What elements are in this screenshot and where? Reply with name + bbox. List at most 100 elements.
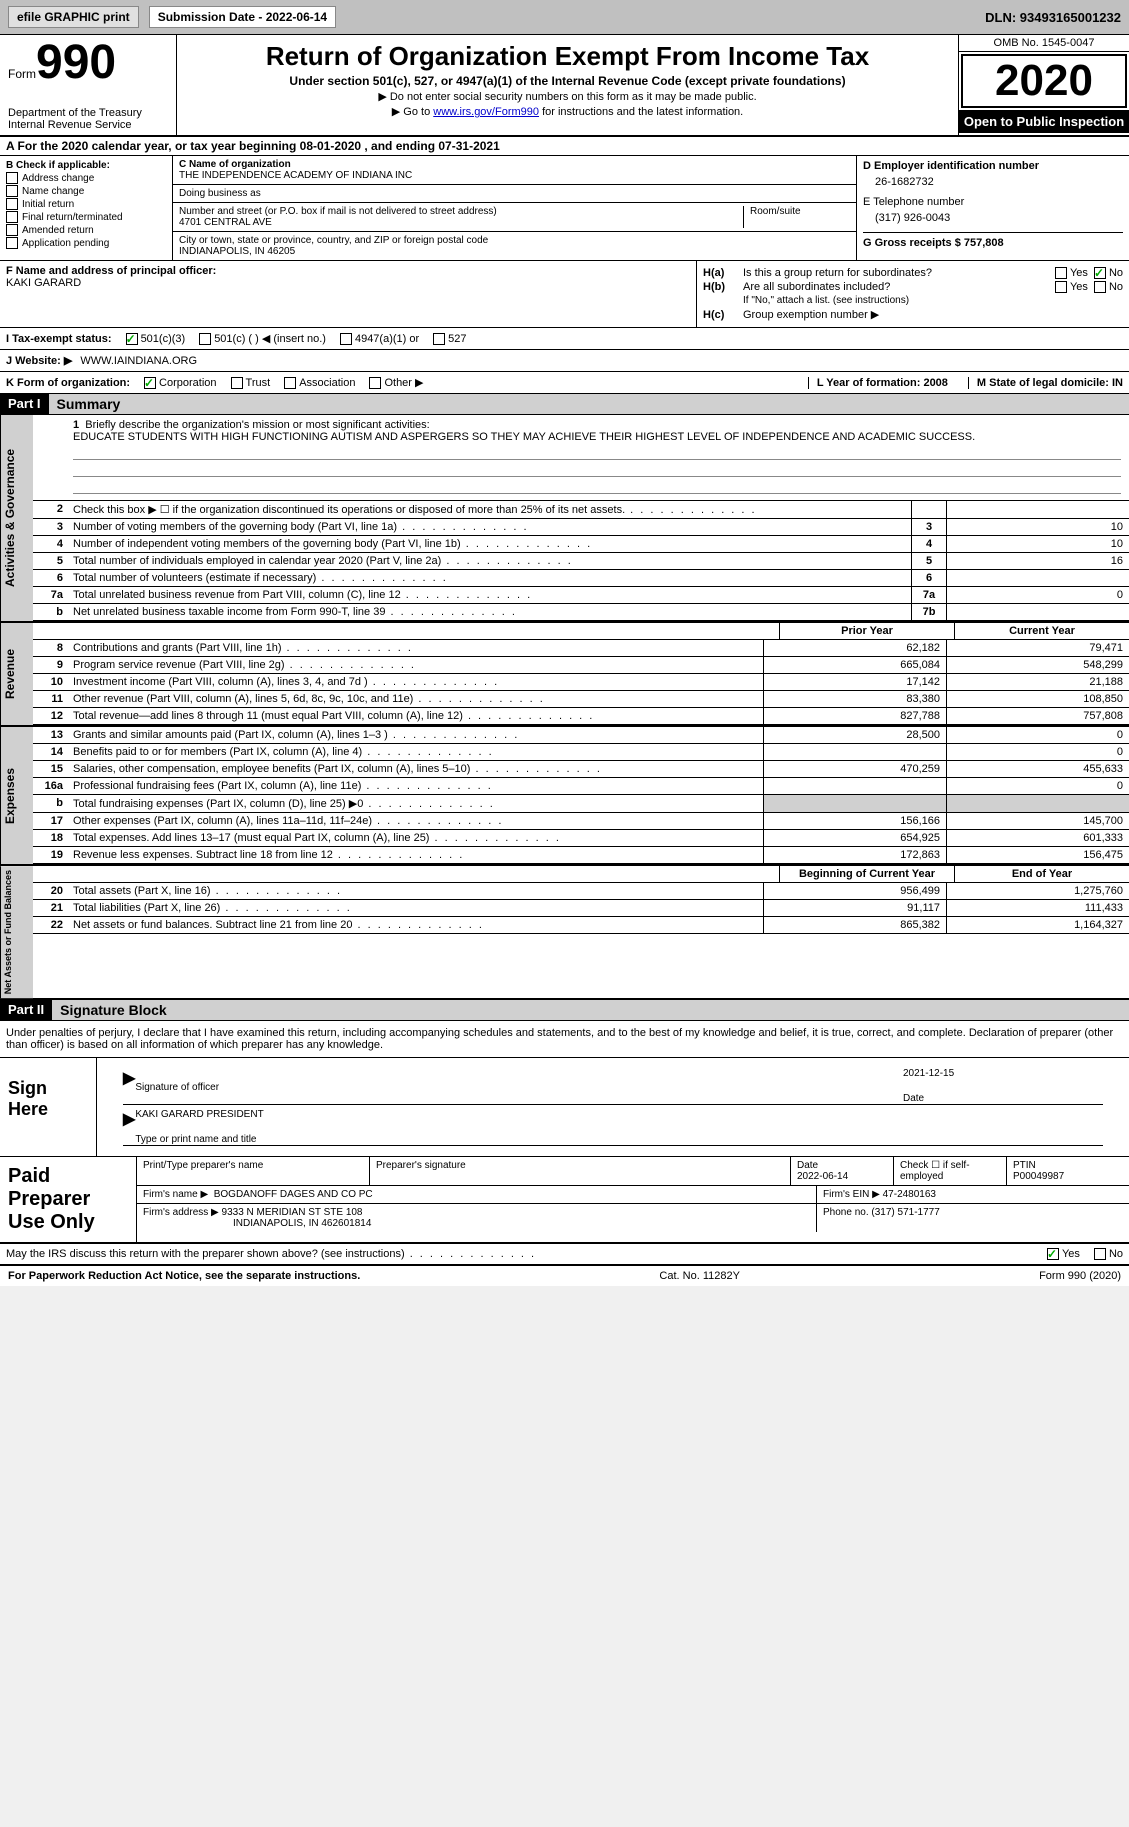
financial-row: 17 Other expenses (Part IX, column (A), … (33, 813, 1129, 830)
type-name-label: Type or print name and title (135, 1134, 256, 1145)
chk-527[interactable]: 527 (433, 333, 466, 345)
sig-officer-label: Signature of officer (135, 1068, 903, 1104)
form-label: Form (8, 67, 36, 81)
city-block: City or town, state or province, country… (173, 232, 856, 260)
prior-year-value: 956,499 (763, 883, 946, 899)
prior-year-value: 62,182 (763, 640, 946, 656)
prior-year-value: 91,117 (763, 900, 946, 916)
row-desc: Benefits paid to or for members (Part IX… (69, 744, 763, 760)
financial-row: b Total fundraising expenses (Part IX, c… (33, 795, 1129, 813)
summary-row: 4 Number of independent voting members o… (33, 536, 1129, 553)
row-num: b (33, 604, 69, 620)
current-year-value: 0 (946, 744, 1129, 760)
j-label: J Website: ▶ (6, 354, 72, 367)
row-num: 12 (33, 708, 69, 724)
prior-year-value: 83,380 (763, 691, 946, 707)
chk-corp[interactable]: Corporation (144, 377, 216, 389)
discuss-no-label: No (1109, 1248, 1123, 1260)
title-block: Return of Organization Exempt From Incom… (177, 35, 958, 135)
summary-row: 3 Number of voting members of the govern… (33, 519, 1129, 536)
firm-address: Firm's address ▶ 9333 N MERIDIAN ST STE … (137, 1204, 817, 1232)
financial-row: 10 Investment income (Part VIII, column … (33, 674, 1129, 691)
row-num: 5 (33, 553, 69, 569)
row-ref (911, 501, 946, 518)
501c3-label: 501(c)(3) (141, 333, 186, 345)
cat-no: Cat. No. 11282Y (659, 1270, 740, 1282)
current-year-value: 1,164,327 (946, 917, 1129, 933)
dba-label: Doing business as (179, 188, 850, 199)
summary-row: 5 Total number of individuals employed i… (33, 553, 1129, 570)
org-name: THE INDEPENDENCE ACADEMY OF INDIANA INC (179, 170, 850, 181)
dept-treasury: Department of the Treasury Internal Reve… (8, 107, 168, 131)
chk-other[interactable]: Other ▶ (369, 376, 423, 389)
row-desc: Number of independent voting members of … (69, 536, 911, 552)
ha-text: Is this a group return for subordinates? (743, 267, 1049, 279)
chk-address-change[interactable]: Address change (6, 172, 166, 184)
hb-no[interactable]: No (1094, 281, 1123, 293)
chk-501c[interactable]: 501(c) ( ) ◀ (insert no.) (199, 332, 326, 345)
row-ref: 7a (911, 587, 946, 603)
room-suite-label: Room/suite (743, 206, 850, 228)
current-year-value: 111,433 (946, 900, 1129, 916)
current-year-value: 601,333 (946, 830, 1129, 846)
chk-app-pending[interactable]: Application pending (6, 237, 166, 249)
row-desc: Check this box ▶ ☐ if the organization d… (69, 501, 911, 518)
instruction-1: ▶ Do not enter social security numbers o… (187, 90, 948, 103)
prep-ptin: PTINP00049987 (1007, 1157, 1129, 1185)
row-num: 9 (33, 657, 69, 673)
section-bcde: B Check if applicable: Address change Na… (0, 156, 1129, 261)
current-year-value: 1,275,760 (946, 883, 1129, 899)
instr2-post: for instructions and the latest informat… (539, 106, 743, 118)
row-desc: Other expenses (Part IX, column (A), lin… (69, 813, 763, 829)
hc-label: H(c) (703, 309, 743, 321)
row-num: b (33, 795, 69, 812)
row-value: 10 (946, 519, 1129, 535)
financial-row: 11 Other revenue (Part VIII, column (A),… (33, 691, 1129, 708)
org-name-block: C Name of organization THE INDEPENDENCE … (173, 156, 856, 185)
yes-label2: Yes (1070, 281, 1088, 293)
k-label: K Form of organization: (6, 377, 130, 389)
discuss-yes[interactable]: Yes (1047, 1248, 1080, 1260)
row-desc: Salaries, other compensation, employee b… (69, 761, 763, 777)
irs-link[interactable]: www.irs.gov/Form990 (433, 106, 539, 118)
amended-label: Amended return (22, 225, 94, 236)
net-assets-section: Net Assets or Fund Balances Beginning of… (0, 866, 1129, 1000)
efile-print-button[interactable]: efile GRAPHIC print (8, 6, 139, 28)
4947-label: 4947(a)(1) or (355, 333, 419, 345)
section-fh: F Name and address of principal officer:… (0, 261, 1129, 328)
prior-year-header: Prior Year (779, 623, 954, 639)
revenue-section: Revenue Prior Year Current Year 8 Contri… (0, 623, 1129, 727)
chk-amended[interactable]: Amended return (6, 224, 166, 236)
row-desc: Total unrelated business revenue from Pa… (69, 587, 911, 603)
row-num: 15 (33, 761, 69, 777)
net-assets-tab: Net Assets or Fund Balances (0, 866, 33, 998)
chk-name-change[interactable]: Name change (6, 185, 166, 197)
chk-initial-return[interactable]: Initial return (6, 198, 166, 210)
chk-assoc[interactable]: Association (284, 377, 355, 389)
addr-label: Number and street (or P.O. box if mail i… (179, 206, 743, 217)
row-num: 10 (33, 674, 69, 690)
ha-yes[interactable]: Yes (1055, 267, 1088, 279)
prior-year-value (763, 744, 946, 760)
row-num: 11 (33, 691, 69, 707)
mission-block: 1 Briefly describe the organization's mi… (33, 415, 1129, 501)
row-ref: 6 (911, 570, 946, 586)
row-num: 3 (33, 519, 69, 535)
form-number: 990 (36, 36, 116, 89)
prior-year-value: 28,500 (763, 727, 946, 743)
discuss-no[interactable]: No (1094, 1248, 1123, 1260)
hb-yes[interactable]: Yes (1055, 281, 1088, 293)
chk-4947[interactable]: 4947(a)(1) or (340, 333, 419, 345)
ha-no[interactable]: No (1094, 267, 1123, 279)
row-num: 17 (33, 813, 69, 829)
website-row: J Website: ▶ WWW.IAINDIANA.ORG (0, 350, 1129, 372)
part1-badge: Part I (0, 394, 49, 414)
row-desc: Number of voting members of the governin… (69, 519, 911, 535)
i-label: I Tax-exempt status: (6, 333, 112, 345)
chk-501c3[interactable]: 501(c)(3) (126, 333, 186, 345)
prior-year-value: 665,084 (763, 657, 946, 673)
chk-trust[interactable]: Trust (231, 377, 271, 389)
chk-final-return[interactable]: Final return/terminated (6, 211, 166, 223)
trust-label: Trust (246, 377, 271, 389)
row-desc: Total fundraising expenses (Part IX, col… (69, 795, 763, 812)
